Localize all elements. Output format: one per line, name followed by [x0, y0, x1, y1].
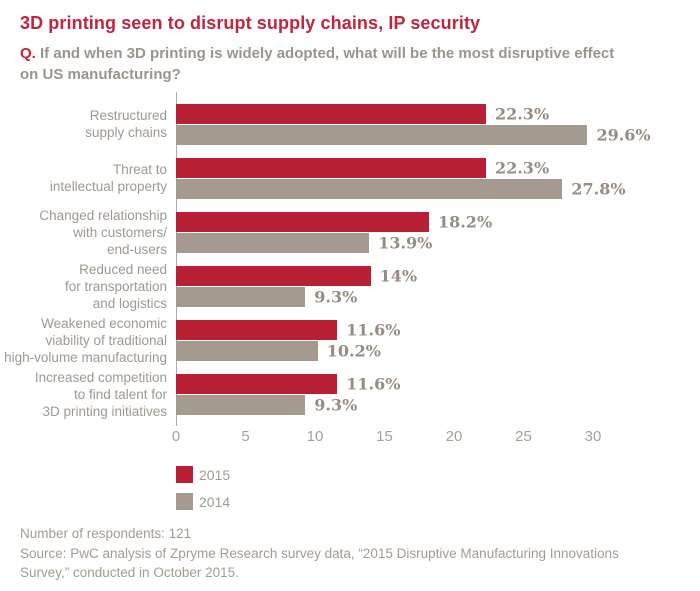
respondents-note: Number of respondents: 121 — [20, 526, 192, 541]
value-label: 11.6% — [346, 320, 401, 339]
bar-group-item: 13.9% — [176, 232, 700, 253]
legend-item-2015: 2015 — [176, 466, 700, 483]
category-label: Threat to intellectual property — [49, 162, 167, 194]
x-axis: 0 5 10 15 20 25 30 — [0, 424, 700, 450]
chart-plot-area: Restructured supply chains 22.3% 29.6% Threa… — [0, 92, 700, 426]
category-label: Increased competition to find talent for 3… — [34, 369, 167, 419]
bar-2014 — [176, 286, 306, 307]
bar-group-item: 10.2% — [176, 340, 700, 361]
bar-2015 — [176, 265, 371, 286]
legend-swatch-icon — [176, 466, 193, 483]
bar-2015 — [176, 319, 338, 340]
legend-label: 2015 — [199, 466, 231, 483]
category-row: Weakened economic viability of traditiona… — [0, 313, 700, 367]
source-note-line1: Source: PwC analysis of Zpryme Research … — [20, 545, 619, 561]
x-axis-tick: 20 — [445, 428, 463, 445]
source-note-line2: Survey,” conducted in October 2015. — [20, 565, 239, 580]
bar-group-item: 11.6% — [176, 319, 700, 340]
value-label: 27.8% — [571, 179, 626, 198]
value-label: 13.9% — [378, 233, 433, 252]
x-axis-tick: 15 — [376, 428, 393, 445]
category-label: Weakened economic viability of traditiona… — [4, 315, 167, 365]
category-row: Threat to intellectual property 22.3% 27.8% — [0, 151, 700, 205]
bar-2015 — [176, 211, 429, 232]
question-text: If and when 3D printing is widely adopte… — [20, 45, 615, 83]
bar-group-item: 9.3% — [176, 394, 700, 415]
category-row: Changed relationship with customers/end-u… — [0, 205, 700, 259]
legend-label: 2014 — [199, 493, 231, 510]
category-label: Restructured supply chains — [85, 108, 167, 140]
survey-question: Q. If and when 3D printing is widely ado… — [20, 43, 620, 85]
question-prefix: Q. — [20, 45, 36, 62]
bar-2014 — [176, 340, 318, 361]
y-axis-line — [176, 92, 177, 426]
value-label: 18.2% — [437, 212, 493, 231]
value-label: 29.6% — [596, 125, 651, 144]
legend-item-2014: 2014 — [176, 493, 700, 510]
value-label: 9.3% — [314, 395, 358, 414]
category-row: Reduced need for transportation and logist… — [0, 259, 700, 313]
bar-2015 — [176, 157, 486, 178]
category-row: Restructured supply chains 22.3% 29.6% — [0, 97, 700, 151]
bar-2015 — [176, 103, 486, 124]
bar-group-item: 9.3% — [176, 286, 700, 307]
bar-group-item: 29.6% — [176, 124, 700, 145]
chart-title: 3D printing seen to disrupt supply chain… — [20, 13, 481, 33]
bar-group-item: 11.6% — [176, 373, 700, 394]
footer-notes: Number of respondents: 121 Source: PwC a… — [20, 524, 680, 583]
bar-group-item: 27.8% — [176, 178, 700, 199]
value-label: 9.3% — [314, 287, 358, 306]
value-label: 11.6% — [346, 374, 401, 393]
category-label: Changed relationship with customers/end-u… — [39, 207, 167, 257]
x-axis-tick: 5 — [241, 428, 250, 445]
value-label: 10.2% — [326, 341, 381, 360]
bar-group-item: 14% — [176, 265, 700, 286]
bar-2014 — [176, 394, 306, 415]
bar-2014 — [176, 124, 588, 145]
bar-group-item: 22.3% — [176, 103, 700, 124]
bar-2015 — [176, 373, 338, 394]
bar-group-item: 18.2% — [176, 211, 700, 232]
value-label: 22.3% — [494, 104, 550, 123]
x-axis-tick: 10 — [306, 428, 324, 445]
value-label: 14% — [379, 266, 418, 285]
bar-group-item: 22.3% — [176, 157, 700, 178]
bar-2014 — [176, 232, 370, 253]
x-axis-tick: 30 — [584, 428, 602, 445]
grouped-bar-chart: Restructured supply chains 22.3% 29.6% Threa… — [0, 92, 700, 450]
x-axis-tick: 0 — [171, 428, 181, 445]
category-label: Reduced need for transportation and logist… — [64, 261, 167, 311]
category-row: Increased competition to find talent for 3… — [0, 367, 700, 421]
value-label: 22.3% — [494, 158, 550, 177]
bar-2014 — [176, 178, 563, 199]
legend-swatch-icon — [176, 493, 193, 510]
chart-legend: 2015 2014 — [176, 466, 700, 510]
x-axis-tick: 25 — [515, 428, 532, 445]
